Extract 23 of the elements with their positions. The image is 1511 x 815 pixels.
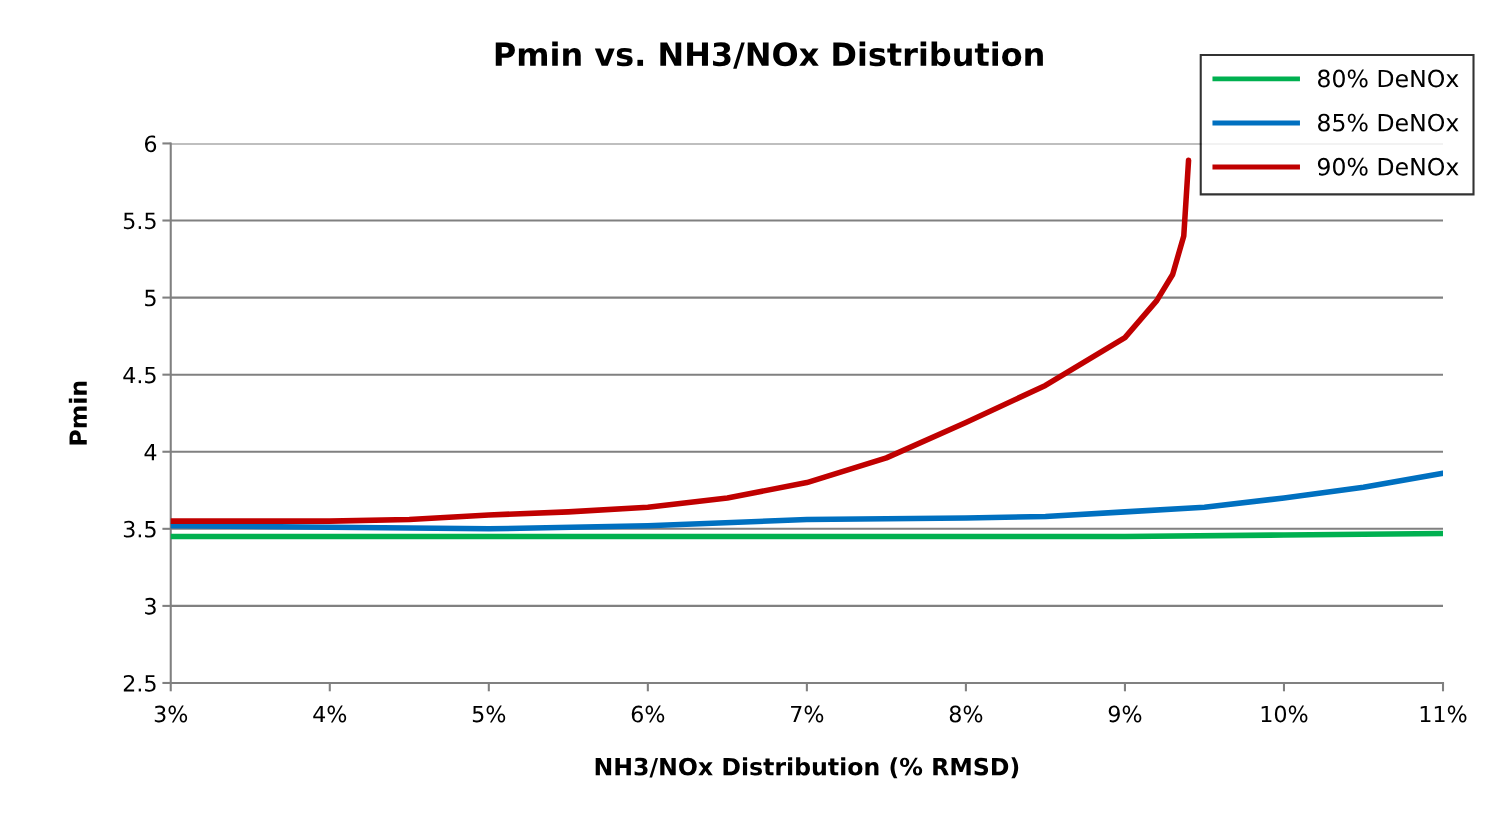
x-tick-label: 10% [1261, 705, 1308, 723]
x-tick-label: 3% [154, 705, 188, 723]
legend-label: 90% DeNOx [1317, 157, 1459, 176]
x-tick-label: 11% [1420, 705, 1467, 723]
y-tick-label: 6 [144, 135, 157, 153]
y-tick-label: 4.5 [123, 366, 156, 384]
y-tick-label: 5 [145, 289, 156, 307]
y-tick-label: 3 [145, 597, 156, 615]
x-tick-label: 4% [313, 705, 347, 723]
legend-label: 85% DeNOx [1318, 113, 1459, 132]
y-tick-label: 2.5 [123, 674, 156, 692]
x-tick-label: 9% [1108, 705, 1142, 723]
y-tick-label: 4 [144, 443, 157, 461]
chart-title: Pmin vs. NH3/NOx Distribution [495, 41, 1043, 69]
y-axis-title: Pmin [68, 381, 87, 445]
x-tick-label: 6% [631, 705, 665, 723]
x-tick-label: 5% [472, 705, 506, 723]
x-tick-label: 7% [791, 705, 824, 723]
x-axis-title: NH3/NOx Distribution (% RMSD) [595, 757, 1019, 779]
y-tick-label: 3.5 [123, 520, 156, 538]
x-tick-label: 8% [949, 705, 983, 723]
legend-label: 80% DeNOx [1318, 69, 1459, 88]
y-tick-label: 5.5 [123, 212, 156, 230]
